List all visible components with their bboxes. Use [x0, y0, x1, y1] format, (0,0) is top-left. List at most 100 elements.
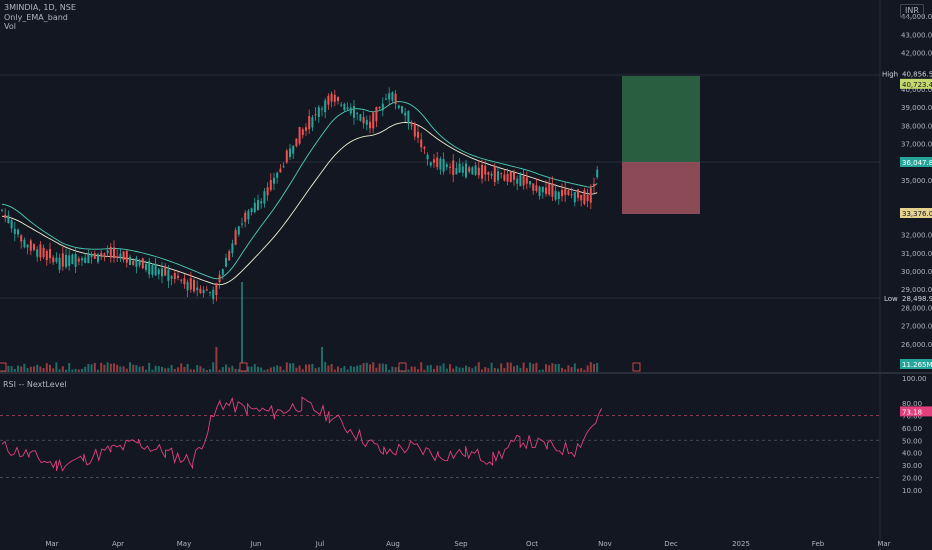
volume-bar [247, 366, 250, 372]
volume-bar [561, 367, 563, 372]
candle-body [471, 167, 474, 175]
volume-bar [490, 362, 493, 372]
time-tick-label: May [177, 540, 191, 548]
volume-bar [215, 347, 218, 372]
candle-body [506, 173, 509, 182]
volume-bar [391, 366, 394, 372]
rsi-tick-label: 80.00 [902, 400, 922, 408]
candle-body [237, 226, 240, 235]
volume-bar [481, 369, 483, 372]
candle-body [570, 194, 573, 196]
volume-bar [519, 367, 522, 372]
candle-body [145, 264, 147, 270]
candle-body [503, 174, 506, 181]
target-price-tag: 40,723.45 [902, 81, 932, 89]
volume-bar [538, 369, 541, 372]
volume-bar [388, 369, 391, 372]
candle-body [314, 114, 317, 116]
candle-body [132, 261, 135, 265]
volume-bar [420, 362, 423, 372]
volume-bar [583, 369, 586, 372]
candle-body [151, 265, 154, 275]
candle-body [449, 166, 451, 168]
candle-body [186, 282, 189, 291]
candle-body [509, 171, 512, 183]
volume-bar [589, 362, 592, 372]
volume-bar [407, 369, 410, 372]
volume-bar [77, 369, 80, 372]
volume-bar [42, 368, 45, 372]
volume-bar [516, 365, 519, 372]
candle-body [394, 93, 397, 104]
volume-bar [497, 368, 499, 372]
candle-body [90, 253, 93, 257]
candle-body [193, 280, 195, 292]
candle-body [529, 181, 531, 185]
volume-bar [13, 369, 16, 372]
candle-body [337, 97, 339, 101]
candle-body [333, 94, 336, 102]
volume-bar [39, 366, 42, 372]
candle-body [17, 229, 19, 235]
volume-bar [7, 366, 10, 372]
candle-body [516, 178, 519, 184]
price-tick-label: 43,000.00 [901, 31, 932, 39]
candle-body [129, 256, 131, 265]
candle-body [532, 183, 535, 191]
candle-body [375, 106, 378, 122]
current-price-tag: 36,047.80 [902, 159, 932, 167]
volume-bar [145, 369, 147, 372]
candle-body [135, 258, 138, 267]
candle-body [164, 266, 167, 276]
volume-bar [122, 366, 125, 372]
volume-bar [525, 368, 528, 372]
volume-bar [484, 367, 487, 372]
time-tick-label: Mar [877, 540, 890, 548]
candle-body [71, 254, 74, 265]
candle-body [84, 257, 87, 263]
candle-body [404, 112, 407, 116]
candle-body [385, 98, 387, 100]
candle-body [577, 189, 579, 198]
candle-body [401, 106, 403, 113]
price-tick-label: 35,000.00 [901, 177, 932, 185]
candle-body [461, 166, 464, 173]
candle-body [231, 243, 234, 254]
volume-bar [186, 363, 189, 372]
candle-body [282, 166, 285, 168]
rsi-tick-label: 20.00 [902, 475, 922, 483]
candle-body [292, 145, 295, 154]
volume-bar [55, 362, 58, 372]
candle-body [327, 95, 330, 105]
candle-body [474, 165, 477, 175]
volume-bar [375, 367, 378, 372]
volume-bar [282, 369, 285, 372]
rsi-line [1, 396, 603, 472]
candle-body [439, 158, 442, 170]
candle-body [61, 253, 64, 267]
volume-bar [580, 368, 583, 372]
volume-bar [535, 362, 538, 372]
candle-body [42, 247, 45, 258]
volume-bar [394, 367, 397, 372]
candle-body [221, 269, 224, 275]
candle-body [493, 166, 496, 183]
volume-bar [234, 368, 237, 372]
rsi-title: RSI -- NextLevel [3, 380, 67, 389]
currency-button[interactable]: INR [900, 4, 924, 18]
rsi-current-tag: 73.18 [902, 408, 922, 416]
candle-body [407, 110, 410, 124]
candle-body [279, 168, 282, 173]
indicator-vol-label: Vol [4, 22, 16, 31]
candle-body [561, 189, 563, 197]
volume-bar [135, 365, 138, 372]
candle-body [365, 119, 368, 125]
position-zones [622, 76, 700, 214]
volume-bar [474, 366, 477, 372]
volume-bar [548, 365, 551, 372]
rsi-tick-label: 100.00 [902, 375, 927, 383]
candle-body [100, 252, 103, 256]
